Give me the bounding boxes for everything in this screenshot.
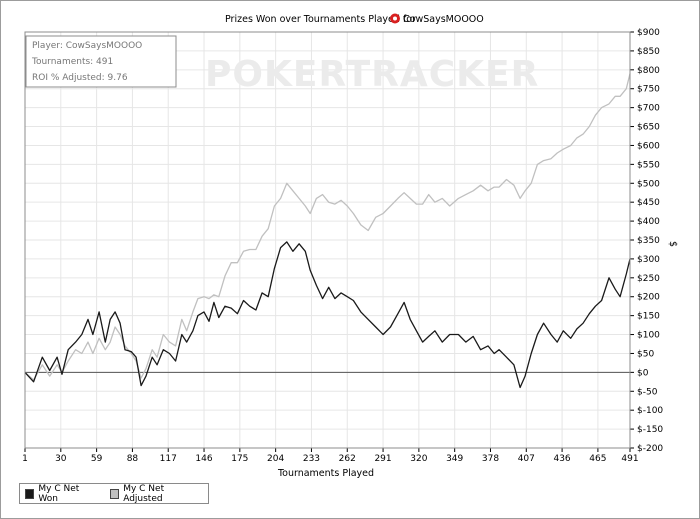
x-tick-label: 30 xyxy=(55,454,67,464)
x-tick-label: 175 xyxy=(231,454,248,464)
series-line-adjusted xyxy=(24,73,631,381)
y-tick-label: $400 xyxy=(637,217,660,227)
axes: $900 $850 $800 $750 $700 $650 $600 $550 $500 $450… xyxy=(22,28,663,464)
legend-swatch-won xyxy=(25,488,35,499)
legend-label-won: My C Net Won xyxy=(38,483,80,504)
x-tick-label: 117 xyxy=(160,454,177,464)
y-tick-label: $350 xyxy=(637,236,660,246)
series-line-won xyxy=(24,241,631,389)
series-group xyxy=(24,73,631,389)
y-tick-label: $-200 xyxy=(637,444,663,454)
y-tick-label: $50 xyxy=(637,349,654,359)
y-tick-label: $-150 xyxy=(637,425,663,435)
legend: My C Net Won My C Net Adjusted xyxy=(19,483,209,504)
player-name: CowSaysMOOOO xyxy=(403,14,484,25)
y-tick-label: $250 xyxy=(637,274,660,284)
x-tick-label: 349 xyxy=(446,454,463,464)
y-tick-label: $550 xyxy=(637,160,660,170)
legend-item-won[interactable]: My C Net Won xyxy=(25,484,97,504)
y-tick-label: $200 xyxy=(637,293,660,303)
x-tick-label: 407 xyxy=(518,454,535,464)
legend-swatch-adjusted xyxy=(109,488,120,499)
y-tick-label: $650 xyxy=(637,123,660,133)
y-tick-label: $150 xyxy=(637,312,660,322)
x-tick-label: 291 xyxy=(374,454,391,464)
info-box: Player: CowSaysMOOOO Tournaments: 491 RO… xyxy=(25,35,177,88)
x-tick-label: 320 xyxy=(410,454,427,464)
chart-title: Prizes Won over Tournaments Played for xyxy=(225,14,416,25)
y-tick-label: $900 xyxy=(637,28,660,38)
legend-label-adjusted: My C Net Adjusted xyxy=(123,483,165,504)
y-tick-label: $300 xyxy=(637,255,660,265)
y-tick-label: $850 xyxy=(637,47,660,57)
plot-border xyxy=(24,31,631,449)
watermark: POKERTRACKER xyxy=(205,54,539,95)
info-roi: ROI % Adjusted: 9.76 xyxy=(32,73,128,83)
x-tick-label: 88 xyxy=(127,454,139,464)
x-tick-label: 491 xyxy=(621,454,638,464)
y-tick-label: $-100 xyxy=(637,406,663,416)
x-tick-label: 1 xyxy=(22,454,28,464)
x-tick-label: 378 xyxy=(482,454,499,464)
y-tick-label: $800 xyxy=(637,66,660,76)
x-tick-label: 436 xyxy=(553,454,570,464)
legend-item-adjusted[interactable]: My C Net Adjusted xyxy=(109,483,200,504)
x-tick-label: 262 xyxy=(339,454,356,464)
x-axis-label: Tournaments Played xyxy=(277,468,374,479)
x-tick-label: 233 xyxy=(303,454,320,464)
x-tick-label: 204 xyxy=(267,454,284,464)
info-player: Player: CowSaysMOOOO xyxy=(32,41,142,51)
ace-icon xyxy=(390,13,400,24)
y-tick-label: $450 xyxy=(637,198,660,208)
y-tick-label: $-50 xyxy=(637,387,658,397)
x-tick-label: 465 xyxy=(589,454,606,464)
x-tick-label: 146 xyxy=(195,454,212,464)
y-tick-label: $500 xyxy=(637,179,660,189)
y-tick-label: $700 xyxy=(637,104,660,114)
y-tick-label: $600 xyxy=(637,141,660,151)
y-tick-label: $100 xyxy=(637,331,660,341)
y-tick-label: $750 xyxy=(637,85,660,95)
y-tick-label: $0 xyxy=(637,368,649,378)
info-tournaments: Tournaments: 491 xyxy=(31,57,113,67)
y-axis-label: $ xyxy=(667,241,678,247)
x-tick-label: 59 xyxy=(91,454,103,464)
